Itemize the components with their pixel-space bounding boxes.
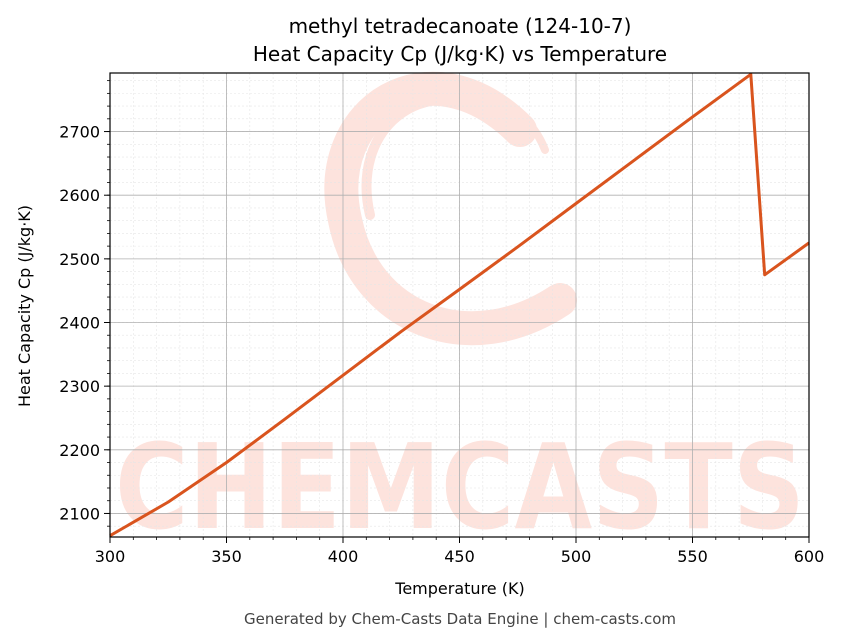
chart-subtitle: Heat Capacity Cp (J/kg·K) vs Temperature [253,42,667,66]
x-tick-label: 600 [794,547,825,566]
x-tick-labels: 300 350 400 450 500 550 600 [95,547,825,566]
watermark: CHEMCASTS [115,71,805,556]
y-axis-label: Heat Capacity Cp (J/kg·K) [15,205,34,407]
x-tick-label: 350 [211,547,242,566]
y-tick-label: 2300 [59,377,100,396]
x-tick-label: 450 [444,547,475,566]
y-tick-label: 2200 [59,441,100,460]
y-tick-label: 2500 [59,250,100,269]
x-tick-label: 550 [677,547,708,566]
footer-text: Generated by Chem-Casts Data Engine | ch… [244,610,676,628]
y-tick-label: 2700 [59,123,100,142]
chart-title: methyl tetradecanoate (124-10-7) [289,14,632,38]
watermark-text: CHEMCASTS [115,418,805,556]
x-tick-label: 300 [95,547,126,566]
x-axis-label: Temperature (K) [394,579,524,598]
series-line [109,72,810,537]
x-tick-label: 500 [561,547,592,566]
y-tick-label: 2100 [59,504,100,523]
y-tick-labels: 2100 2200 2300 2400 2500 2600 2700 [59,123,100,524]
y-tick-label: 2600 [59,186,100,205]
x-tick-label: 400 [328,547,359,566]
grid-major [109,73,810,537]
axis-ticks [104,80,810,543]
y-tick-label: 2400 [59,314,100,333]
watermark-logo-swirl [324,71,577,346]
